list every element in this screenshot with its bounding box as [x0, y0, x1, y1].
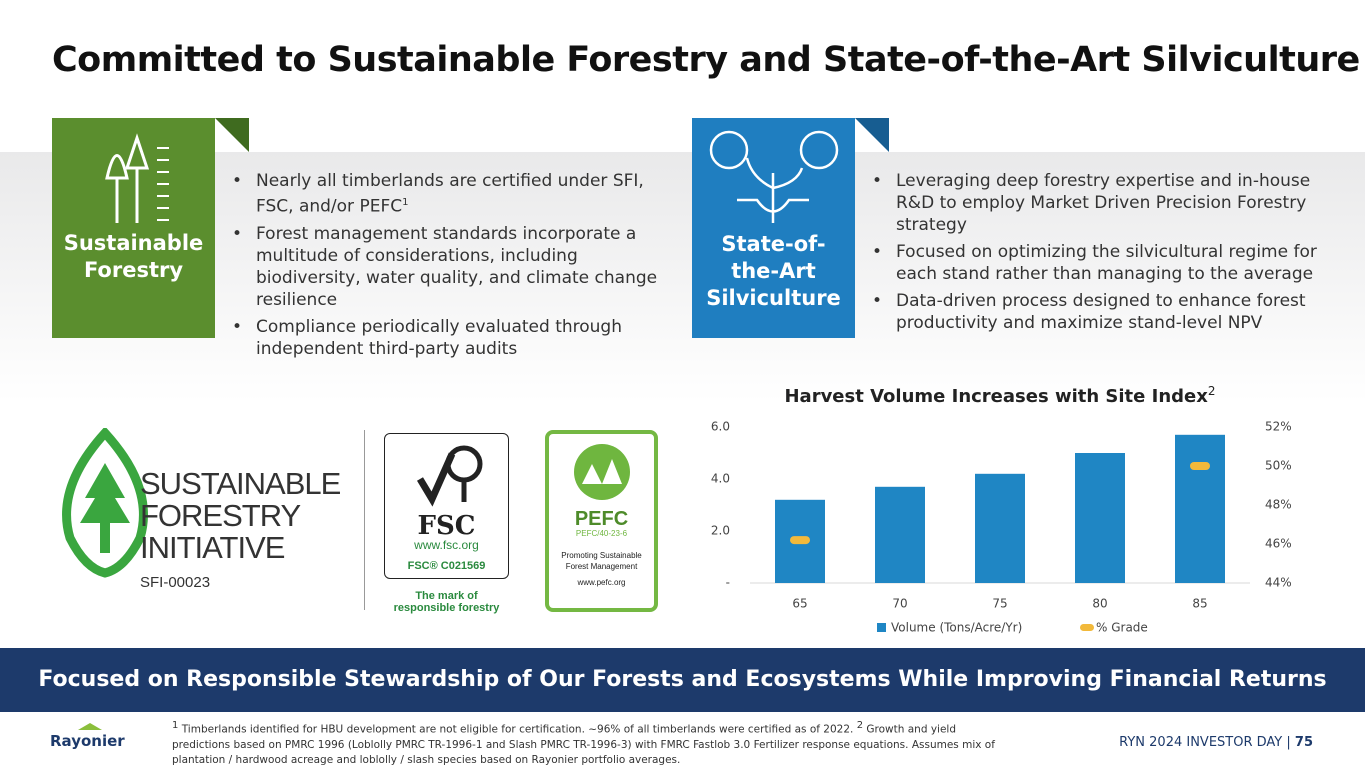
superscript: 1 — [402, 197, 409, 208]
panel-label-line: the-Art — [731, 259, 816, 283]
y2-tick-label: 52% — [1265, 420, 1292, 434]
panel-label: State-of- the-Art Silviculture — [692, 118, 855, 338]
logo-text: INITIATIVE — [140, 530, 285, 565]
panel-label: Sustainable Forestry — [52, 118, 215, 338]
logo-text: PEFC — [574, 508, 629, 530]
x-tick-label: 80 — [1092, 597, 1107, 611]
legend-label: % Grade — [1096, 621, 1148, 635]
logo-text: SUSTAINABLE — [140, 466, 341, 501]
fsc-mark — [416, 445, 482, 507]
bullet: Nearly all timberlands are certified und… — [228, 170, 668, 218]
bar — [975, 473, 1025, 583]
x-tick-label: 85 — [1192, 597, 1207, 611]
fsc-tagline: The mark of responsible forestry — [384, 590, 509, 614]
legend-swatch — [877, 623, 886, 632]
y2-tick-label: 48% — [1265, 498, 1292, 512]
logo-text: FORESTRY — [140, 498, 301, 533]
y-tick-label: 6.0 — [711, 420, 730, 434]
slide-title: Committed to Sustainable Forestry and St… — [52, 40, 1360, 80]
footnotes: 1 Timberlands identified for HBU develop… — [172, 718, 1012, 768]
grade-marker — [1190, 462, 1210, 470]
divider — [364, 430, 365, 610]
sfi-leaf — [62, 428, 148, 578]
logo-text: Promoting Sustainable — [561, 551, 642, 560]
fold — [215, 118, 249, 152]
bullet: Data-driven process designed to enhance … — [868, 290, 1343, 334]
panel-label-line: State-of- — [721, 232, 826, 256]
footnote: Timberlands identified for HBU developme… — [181, 723, 854, 736]
footnote: Growth and yield predictions based on PM… — [172, 723, 995, 766]
logo-text: www.pefc.org — [577, 578, 626, 587]
superscript: 2 — [856, 720, 864, 731]
x-tick-label: 70 — [892, 597, 907, 611]
sfi-wordmark: SUSTAINABLE FORESTRY INITIATIVE — [140, 466, 341, 565]
pefc-tagline: Promoting Sustainable Forest Management — [549, 550, 654, 572]
bar — [1075, 453, 1125, 583]
logo-text: www.fsc.org — [414, 538, 479, 552]
tree-icon — [105, 133, 169, 223]
bar — [875, 486, 925, 583]
seedling-icon — [709, 130, 839, 223]
rayonier-logo: Rayonier — [50, 723, 125, 750]
fold — [855, 118, 889, 152]
pefc-mark — [573, 444, 630, 500]
y-tick-label: - — [726, 576, 730, 590]
logo-text: Forest Management — [565, 562, 638, 571]
panel-label-line: Sustainable — [63, 231, 204, 255]
bullet-list: Nearly all timberlands are certified und… — [228, 170, 668, 365]
bullet: Focused on optimizing the silvicultural … — [868, 241, 1343, 285]
y-tick-label: 2.0 — [711, 524, 730, 538]
page-number: 75 — [1294, 735, 1313, 750]
fsc-logo: FSC www.fsc.org FSC® C021569 — [384, 433, 509, 579]
logo-text: The mark of — [415, 590, 478, 602]
bullet: Forest management standards incorporate … — [228, 223, 668, 311]
y2-tick-label: 44% — [1265, 576, 1292, 590]
chart-title-text: Harvest Volume Increases with Site Index — [784, 386, 1208, 407]
chart-title: Harvest Volume Increases with Site Index… — [784, 384, 1215, 408]
bullet-list: Leveraging deep forestry expertise and i… — [868, 170, 1343, 339]
superscript: 1 — [172, 720, 179, 731]
y2-tick-label: 46% — [1265, 537, 1292, 551]
legend-swatch — [1080, 624, 1094, 631]
company-name: Rayonier — [50, 732, 125, 750]
y2-tick-label: 50% — [1265, 459, 1292, 473]
superscript: 2 — [1208, 384, 1216, 398]
panel-label-line: Forestry — [83, 258, 184, 282]
y-tick-label: 4.0 — [711, 472, 730, 486]
grade-marker — [790, 536, 810, 545]
bullet-text: Nearly all timberlands are certified und… — [256, 171, 644, 217]
x-tick-label: 75 — [992, 597, 1007, 611]
logo-text: FSC® C021569 — [407, 560, 486, 572]
panel-label-line: Silviculture — [706, 286, 841, 310]
bullet: Compliance periodically evaluated throug… — [228, 316, 668, 360]
chart: Harvest Volume Increases with Site Index… — [711, 384, 1292, 635]
footer-text: | — [1286, 735, 1291, 750]
footer: RYN 2024 INVESTOR DAY | 75 — [1119, 735, 1313, 750]
logo-text: PEFC/40-23-6 — [575, 529, 628, 538]
legend-label: Volume (Tons/Acre/Yr) — [891, 621, 1022, 635]
x-tick-label: 65 — [792, 597, 807, 611]
pefc-logo: PEFC PEFC/40-23-6 Promoting Sustainable F… — [545, 430, 658, 612]
logo-text: FSC — [417, 511, 476, 541]
logo-text: responsible forestry — [393, 602, 500, 614]
banner: Focused on Responsible Stewardship of Ou… — [0, 648, 1365, 712]
bar — [1175, 434, 1225, 583]
footer-text: RYN 2024 INVESTOR DAY — [1119, 735, 1283, 750]
logo-text: SFI-00023 — [140, 574, 211, 591]
bullet: Leveraging deep forestry expertise and i… — [868, 170, 1343, 236]
